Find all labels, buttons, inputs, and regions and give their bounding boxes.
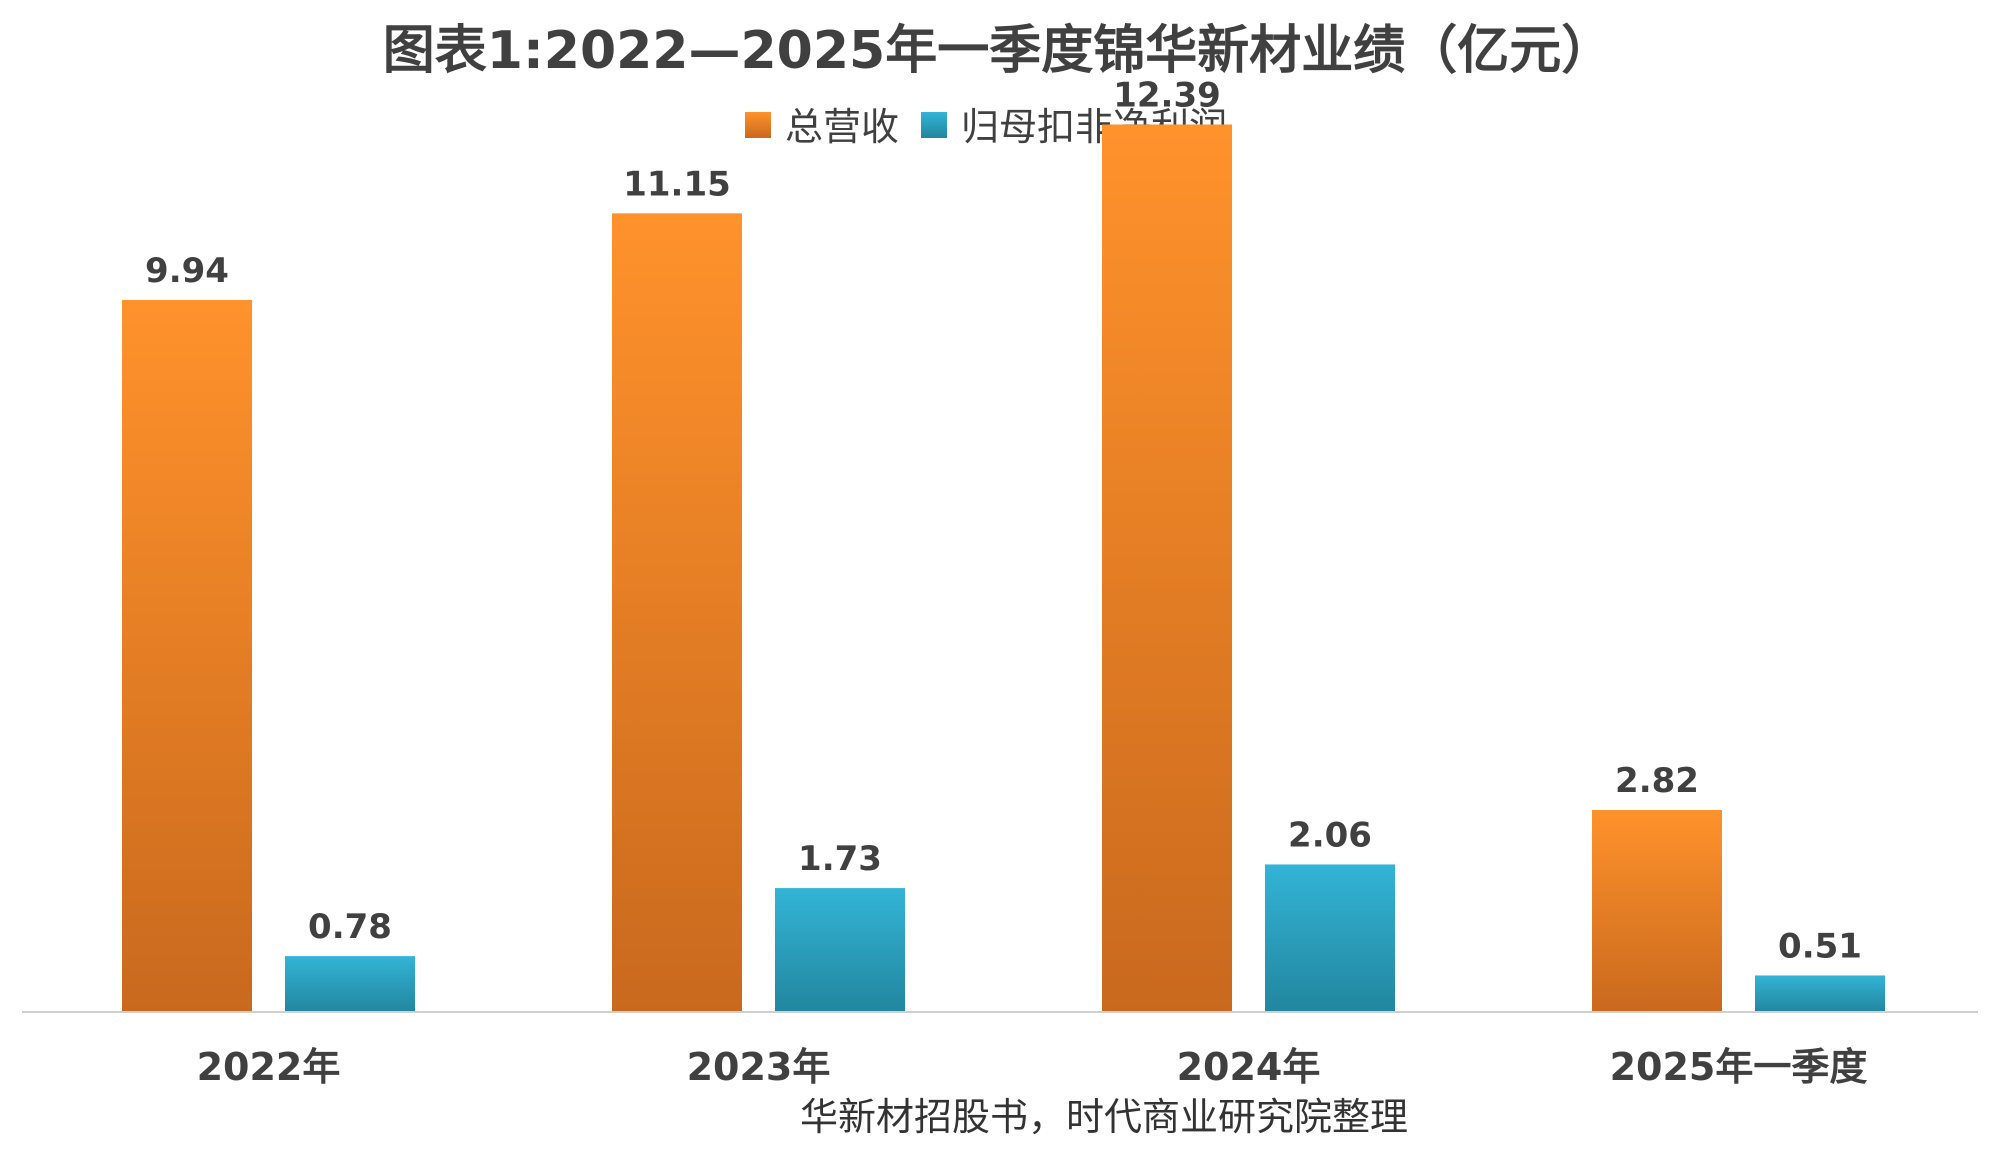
data-label-series-0-cat-3: 2.82 xyxy=(1615,761,1699,801)
source-note: 华新材招股书，时代商业研究院整理 xyxy=(800,1095,1408,1139)
legend-swatch-1 xyxy=(921,112,947,138)
bar-series-0-cat-0 xyxy=(122,300,252,1012)
bars xyxy=(122,124,1885,1013)
data-label-series-1-cat-0: 0.78 xyxy=(308,907,392,947)
bar-series-1-cat-2 xyxy=(1265,864,1395,1012)
legend-label-0: 总营收 xyxy=(785,105,899,149)
x-tick-labels: 2022年 2023年 2024年 2025年一季度 xyxy=(197,1045,1868,1089)
x-tick-label-2: 2024年 xyxy=(1177,1045,1321,1089)
data-label-series-1-cat-1: 1.73 xyxy=(798,839,882,879)
legend-swatch-0 xyxy=(745,112,771,138)
bar-series-0-cat-3 xyxy=(1592,810,1722,1012)
x-tick-label-3: 2025年一季度 xyxy=(1610,1045,1868,1089)
data-label-series-0-cat-0: 9.94 xyxy=(145,251,229,291)
bar-series-1-cat-1 xyxy=(775,888,905,1012)
bar-series-1-cat-3 xyxy=(1755,975,1885,1012)
value-labels: 9.94 0.78 11.15 1.73 12.39 2.06 2.82 0.51 xyxy=(145,76,1862,967)
data-label-series-0-cat-2: 12.39 xyxy=(1113,76,1221,116)
data-label-series-0-cat-1: 11.15 xyxy=(623,164,731,204)
x-tick-label-0: 2022年 xyxy=(197,1045,341,1089)
bar-series-1-cat-0 xyxy=(285,956,415,1012)
chart-title: 图表1:2022—2025年一季度锦华新材业绩（亿元） xyxy=(383,21,1613,81)
bar-series-0-cat-1 xyxy=(612,213,742,1012)
data-label-series-1-cat-2: 2.06 xyxy=(1288,815,1372,855)
data-label-series-1-cat-3: 0.51 xyxy=(1778,926,1862,966)
x-tick-label-1: 2023年 xyxy=(687,1045,831,1089)
bar-series-0-cat-2 xyxy=(1102,124,1232,1013)
